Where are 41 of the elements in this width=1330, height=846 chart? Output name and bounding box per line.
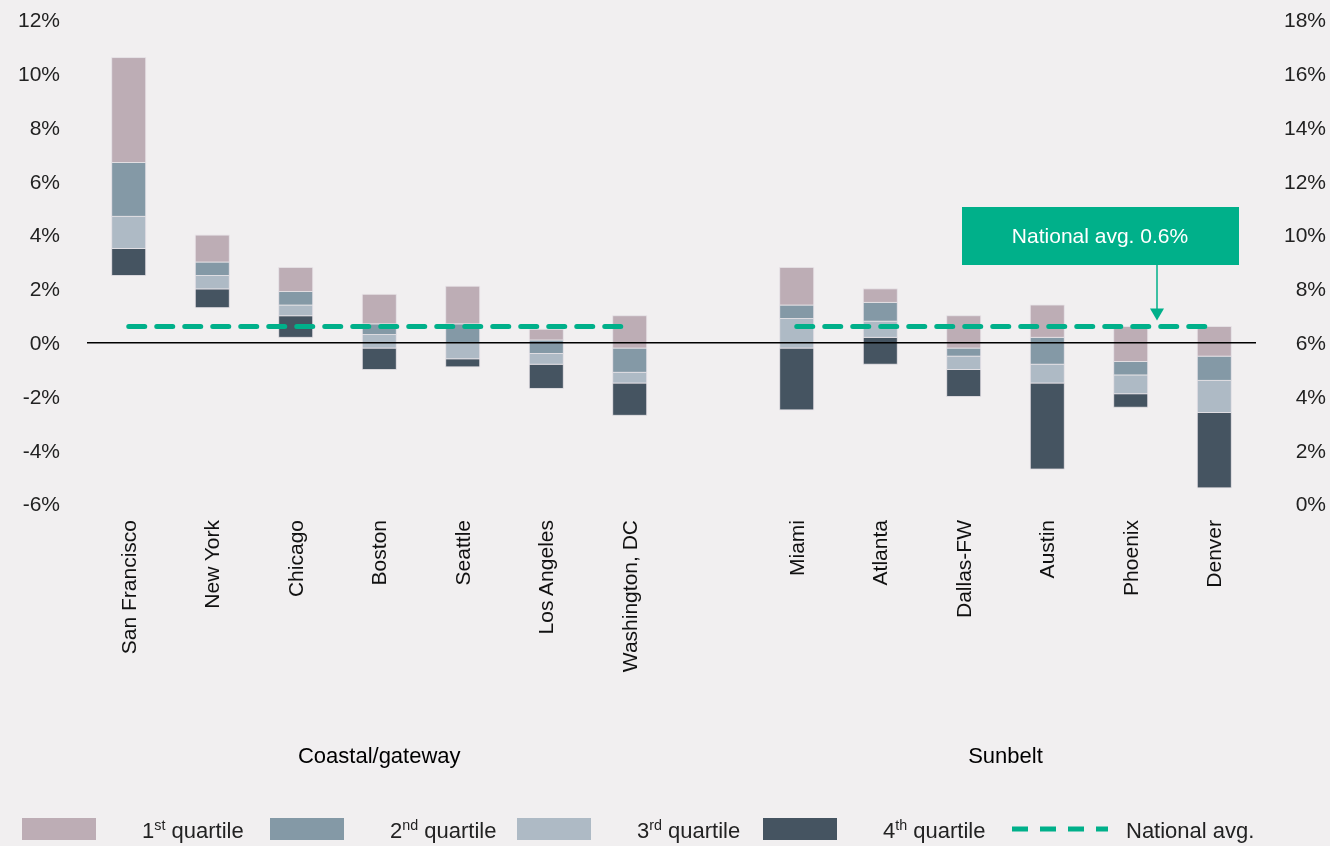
x-tick-label: Los Angeles (534, 520, 558, 635)
x-tick-label: Washington, DC (617, 520, 641, 673)
text: Coastal/gateway (297, 743, 461, 768)
y2-tick-label: 14% (1283, 115, 1326, 139)
x-tick-label: Atlanta (868, 519, 892, 586)
y2-tick-label: 0% (1295, 492, 1326, 516)
y-tick-label: -2% (22, 384, 60, 408)
y2-tick-label: 4% (1295, 384, 1326, 408)
y-tick-label: 8% (29, 115, 60, 139)
text: Sunbelt (968, 743, 1043, 768)
y-tick-label: -6% (22, 492, 60, 516)
y2-tick-label: 10% (1283, 223, 1326, 247)
x-tick-label: Boston (367, 520, 391, 586)
y-tick-label: 6% (29, 169, 60, 193)
x-tick-label: Miami (784, 520, 808, 576)
legend-label: 4$^{th}$ quartile (883, 817, 986, 843)
y2-tick-label: 12% (1283, 169, 1326, 193)
x-tick-label: Denver (1202, 520, 1226, 588)
y2-tick-label: 8% (1295, 277, 1326, 301)
y-tick-label: 12% (17, 8, 60, 32)
y2-tick-label: 16% (1283, 62, 1326, 86)
annotation: National avg. 0.6% (1011, 224, 1189, 248)
x-tick-label: Dallas-FW (951, 519, 975, 618)
legend-label: 3$^{rd}$ quartile (637, 817, 741, 843)
y-tick-label: 0% (29, 331, 60, 355)
x-tick-label: Seattle (450, 520, 474, 586)
legend-label: 2$^{nd}$ quartile (390, 817, 497, 843)
x-tick-label: San Francisco (116, 520, 140, 655)
y-tick-label: -4% (22, 438, 60, 462)
x-tick-label: New York (200, 519, 224, 609)
x-tick-label: Chicago (283, 520, 307, 598)
y2-tick-label: 6% (1295, 331, 1326, 355)
x-tick-label: Austin (1035, 520, 1059, 579)
y2-tick-label: 2% (1295, 438, 1326, 462)
y2-tick-label: 18% (1283, 8, 1326, 32)
y-tick-label: 10% (17, 62, 60, 86)
y-tick-label: 2% (29, 277, 60, 301)
legend-label: National avg. (1126, 818, 1255, 843)
legend-label: 1$^{st}$ quartile (142, 817, 244, 843)
y-tick-label: 4% (29, 223, 60, 247)
x-tick-label: Phoenix (1118, 519, 1142, 596)
